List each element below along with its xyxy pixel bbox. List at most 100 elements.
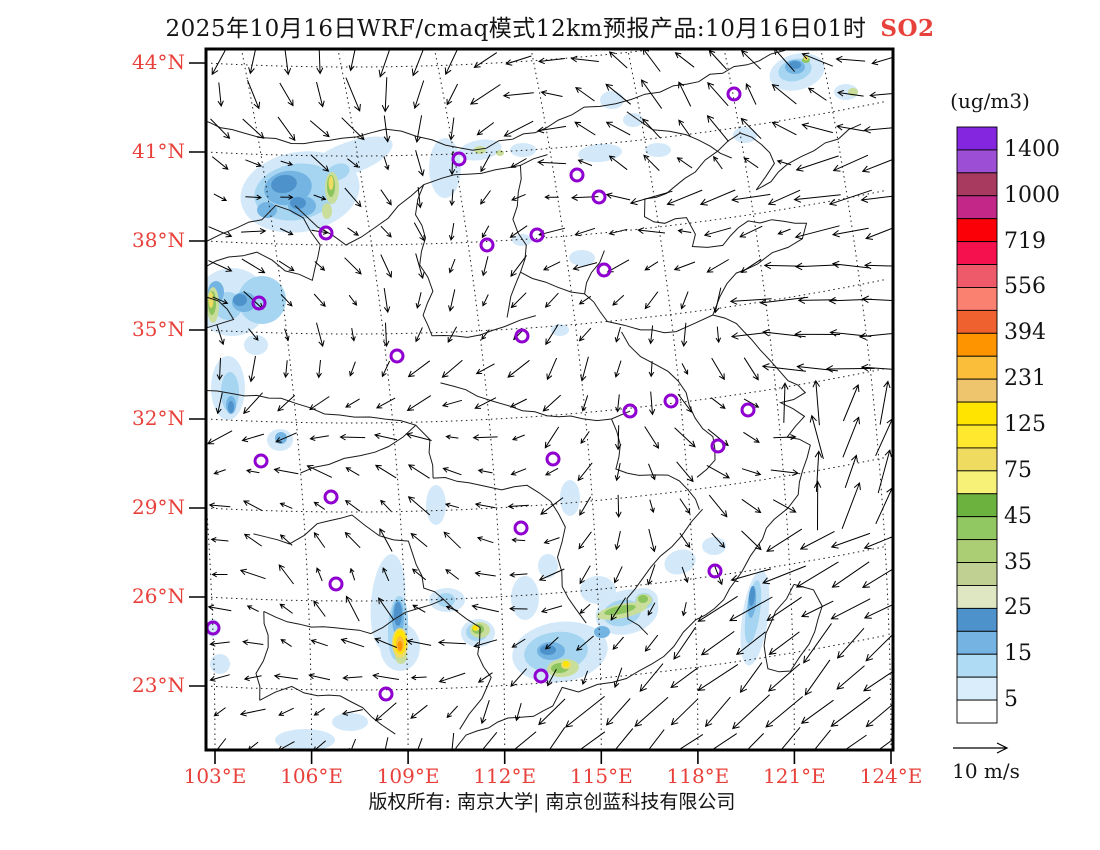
longitude-gridline xyxy=(820,49,892,750)
colorbar-value-label: 719 xyxy=(1004,228,1046,254)
colorbar-box xyxy=(956,470,998,495)
so2-patch xyxy=(645,143,671,157)
latitude-gridline xyxy=(206,278,887,335)
boundary-line xyxy=(206,389,434,479)
so2-patch xyxy=(208,292,214,308)
wind-reference-arrow xyxy=(953,742,1009,754)
so2-patch xyxy=(563,661,569,667)
so2-patch xyxy=(328,176,334,190)
longitude-label: 118°E xyxy=(666,764,730,788)
latitude-label: 41°N xyxy=(132,139,185,163)
city-marker xyxy=(451,151,467,167)
title-species: SO2 xyxy=(880,15,935,42)
so2-patch xyxy=(664,549,696,575)
boundary-line xyxy=(506,165,527,318)
colorbar-value-label: 5 xyxy=(1004,687,1018,713)
colorbar-box xyxy=(956,172,998,197)
colorbar-box xyxy=(956,218,998,243)
latitude-gridline xyxy=(206,634,887,691)
longitude-label: 109°E xyxy=(376,764,440,788)
colorbar-box xyxy=(956,309,998,334)
colorbar-value-label: 35 xyxy=(1004,549,1032,575)
boundary-line xyxy=(255,611,269,701)
so2-patch xyxy=(322,203,332,219)
city-marker xyxy=(328,576,344,592)
latitude-gridline xyxy=(206,49,663,68)
city-marker xyxy=(622,403,638,419)
latitude-label: 23°N xyxy=(132,673,185,697)
longitude-gridline xyxy=(530,49,602,750)
so2-patch xyxy=(748,586,756,606)
so2-patch xyxy=(210,654,230,674)
city-marker xyxy=(251,295,267,311)
so2-patch xyxy=(540,645,556,655)
so2-patch xyxy=(437,593,455,607)
longitude-label: 112°E xyxy=(473,764,537,788)
boundary-line xyxy=(440,382,631,422)
colorbar-box xyxy=(956,607,998,632)
colorbar-box xyxy=(956,585,998,609)
longitude-gridline xyxy=(434,49,506,750)
so2-patch xyxy=(834,84,858,100)
so2-patch xyxy=(510,143,536,157)
boundary-line xyxy=(206,204,321,282)
colorbar-unit-label: (ug/m3) xyxy=(950,89,1030,113)
city-marker xyxy=(253,453,269,469)
so2-patch xyxy=(551,324,569,336)
boundary-line xyxy=(433,476,551,502)
so2-patch xyxy=(233,294,247,306)
city-marker xyxy=(529,227,545,243)
title-text: 2025年10月16日WRF/cmaq模式12km预报产品:10月16日01时 xyxy=(165,16,867,42)
so2-patch xyxy=(394,602,402,626)
city-marker xyxy=(378,686,394,702)
city-marker xyxy=(533,668,549,684)
colorbar xyxy=(956,126,998,724)
city-marker xyxy=(663,393,679,409)
boundary-line xyxy=(550,501,587,624)
colorbar-box xyxy=(956,332,998,357)
longitude-gridline xyxy=(241,49,313,750)
colorbar-value-label: 1400 xyxy=(1004,136,1060,162)
so2-patch xyxy=(702,537,726,555)
boundary-line xyxy=(259,685,396,735)
latitude-label: 44°N xyxy=(132,50,185,74)
so2-patch xyxy=(496,150,504,156)
so2-patch xyxy=(244,335,268,355)
so2-patch xyxy=(228,401,234,413)
longitude-label: 124°E xyxy=(859,764,923,788)
boundary-line xyxy=(414,184,536,338)
so2-patch xyxy=(275,729,335,750)
longitude-gridline xyxy=(723,49,795,750)
city-marker xyxy=(323,489,339,505)
colorbar-box xyxy=(956,516,998,541)
colorbar-box xyxy=(956,539,998,563)
latitude-gridline xyxy=(206,100,887,157)
wind-reference-label: 10 m/s xyxy=(952,759,1020,783)
colorbar-box xyxy=(956,424,998,449)
latitude-label: 38°N xyxy=(132,228,185,252)
latitude-gridline xyxy=(206,456,887,513)
colorbar-value-label: 75 xyxy=(1004,457,1032,483)
colorbar-box xyxy=(956,264,998,288)
so2-patch xyxy=(307,136,393,180)
so2-patch xyxy=(290,197,306,209)
longitude-label: 121°E xyxy=(763,764,826,788)
latitude-gridline xyxy=(206,545,887,602)
boundary-line xyxy=(253,514,380,545)
city-marker xyxy=(569,167,585,183)
city-marker xyxy=(740,402,756,418)
colorbar-box xyxy=(956,699,998,724)
longitude-label: 115°E xyxy=(569,764,633,788)
so2-patch xyxy=(638,595,648,603)
page-title: 2025年10月16日WRF/cmaq模式12km预报产品:10月16日01时 S… xyxy=(0,9,1100,43)
so2-patch xyxy=(332,713,368,731)
so2-patch xyxy=(789,61,801,69)
boundary-line xyxy=(621,331,716,478)
colorbar-value-label: 556 xyxy=(1004,274,1046,300)
map-frame xyxy=(204,47,895,752)
colorbar-box xyxy=(956,241,998,265)
colorbar-box xyxy=(956,562,998,586)
boundary-line xyxy=(584,250,714,334)
boundary-line xyxy=(378,535,481,628)
